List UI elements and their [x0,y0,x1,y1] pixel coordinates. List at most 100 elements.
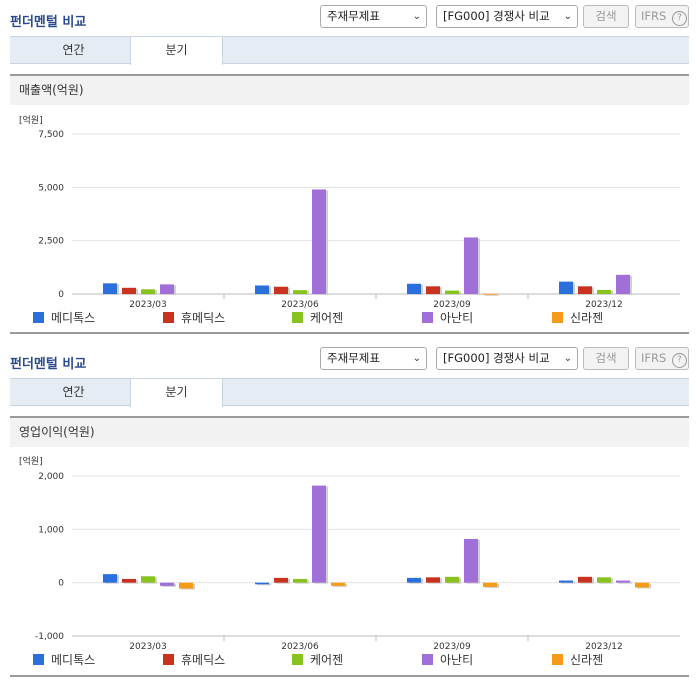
ifrs-button[interactable]: IFRS ? [635,5,689,28]
y-tick-label: 2,000 [38,472,64,482]
legend-item-ananti[interactable]: 아난티 [422,651,473,669]
legend-swatch [292,312,303,323]
bar [122,578,136,583]
legend-item-sillajen[interactable]: 신라젠 [552,309,603,327]
bar-shadow [257,583,271,586]
bar [464,237,478,294]
bar [331,582,345,586]
bar [103,574,117,583]
bar [407,577,421,583]
x-tick-label: 2023/06 [281,300,319,310]
bar [293,578,307,583]
bar [578,576,592,583]
x-tick-label: 2023/09 [433,642,471,652]
chevron-down-icon: ⌄ [563,353,572,364]
bar [597,577,611,583]
bar [559,580,573,583]
chevron-down-icon: ⌄ [412,353,421,364]
chart-legend: 메디톡스 휴메딕스 케어젠 아난티 신라젠 [0,309,696,327]
bar [445,290,459,294]
x-tick-label: 2023/03 [129,642,166,652]
statement-type-value: 주재무제표 [327,351,380,365]
comparison-group-select[interactable]: [FG000] 경쟁사 비교 ⌄ [436,5,578,28]
bar [426,577,440,583]
legend-item-meditox[interactable]: 메디톡스 [33,309,95,327]
statement-type-select[interactable]: 주재무제표 ⌄ [320,347,427,370]
bar [274,286,288,294]
tab-quarterly[interactable]: 분기 [130,378,223,407]
x-tick-label: 2023/03 [129,300,166,310]
legend-item-caregen[interactable]: 케어젠 [292,309,343,327]
legend-swatch [33,654,44,665]
legend-label: 신라젠 [570,653,604,667]
bar [578,286,592,294]
bar [103,283,117,294]
bar [141,576,155,583]
legend-item-meditox[interactable]: 메디톡스 [33,651,95,669]
legend-label: 신라젠 [570,311,604,325]
x-tick-label: 2023/06 [281,642,319,652]
legend-label: 아난티 [440,311,474,325]
legend-item-ananti[interactable]: 아난티 [422,309,473,327]
legend-swatch [422,654,433,665]
comparison-group-select[interactable]: [FG000] 경쟁사 비교 ⌄ [436,347,578,370]
legend-label: 케어젠 [310,653,344,667]
bar [635,582,649,588]
y-tick-label: 2,500 [38,237,64,247]
ifrs-label: IFRS [641,351,667,365]
bar [179,582,193,589]
bar [464,538,478,583]
panel-title: 펀더멘털 비교 [10,15,87,30]
legend-label: 메디톡스 [51,653,96,667]
bar [597,289,611,294]
help-icon[interactable]: ? [671,353,687,368]
bar [616,274,630,294]
bar [160,582,174,586]
bar [407,283,421,294]
legend-swatch [163,654,174,665]
panel-divider [10,332,689,334]
period-tabs: 연간 분기 [10,36,689,65]
legend-swatch [422,312,433,323]
legend-item-sillajen[interactable]: 신라젠 [552,651,603,669]
legend-item-humedix[interactable]: 휴메딕스 [163,651,225,669]
tab-quarterly[interactable]: 분기 [130,36,223,65]
comparison-group-value: [FG000] 경쟁사 비교 [443,351,550,365]
comparison-group-value: [FG000] 경쟁사 비교 [443,9,550,23]
bar [483,293,497,295]
chart-subtitle: 영업이익(억원) [10,416,689,447]
bar [293,290,307,294]
legend-swatch [552,312,563,323]
bar [426,286,440,294]
bar [122,287,136,294]
legend-swatch [33,312,44,323]
tab-annual[interactable]: 연간 [62,385,85,399]
bar [160,284,174,294]
legend-label: 케어젠 [310,311,344,325]
legend-swatch [552,654,563,665]
chart-subtitle: 매출액(억원) [10,74,689,105]
help-icon-glyph: ? [677,355,682,365]
legend-label: 휴메딕스 [181,311,226,325]
y-tick-label: 5,000 [38,183,64,193]
operating-profit-chart: [억원] -1,000 0 1,000 2,000 2023/03 2023/06 2023/… [19,455,680,652]
bar [255,285,269,294]
search-button[interactable]: 검색 [583,347,629,370]
bar [274,577,288,583]
legend-swatch [163,312,174,323]
panel-header: 펀더멘털 비교 주재무제표 ⌄ [FG000] 경쟁사 비교 ⌄ 검색 IFRS… [0,342,696,376]
panel-operating-profit: 펀더멘털 비교 주재무제표 ⌄ [FG000] 경쟁사 비교 ⌄ 검색 IFRS… [0,342,696,684]
legend-label: 휴메딕스 [181,653,226,667]
search-button[interactable]: 검색 [583,5,629,28]
ifrs-button[interactable]: IFRS ? [635,347,689,370]
tab-annual[interactable]: 연간 [62,43,85,57]
statement-type-select[interactable]: 주재무제표 ⌄ [320,5,427,28]
help-icon-glyph: ? [677,13,682,23]
y-tick-label: 0 [58,579,64,589]
y-tick-label: 1,000 [38,525,64,535]
x-tick-label: 2023/09 [433,300,471,310]
chevron-down-icon: ⌄ [563,11,572,22]
legend-item-humedix[interactable]: 휴메딕스 [163,309,225,327]
help-icon[interactable]: ? [671,11,687,26]
legend-item-caregen[interactable]: 케어젠 [292,651,343,669]
